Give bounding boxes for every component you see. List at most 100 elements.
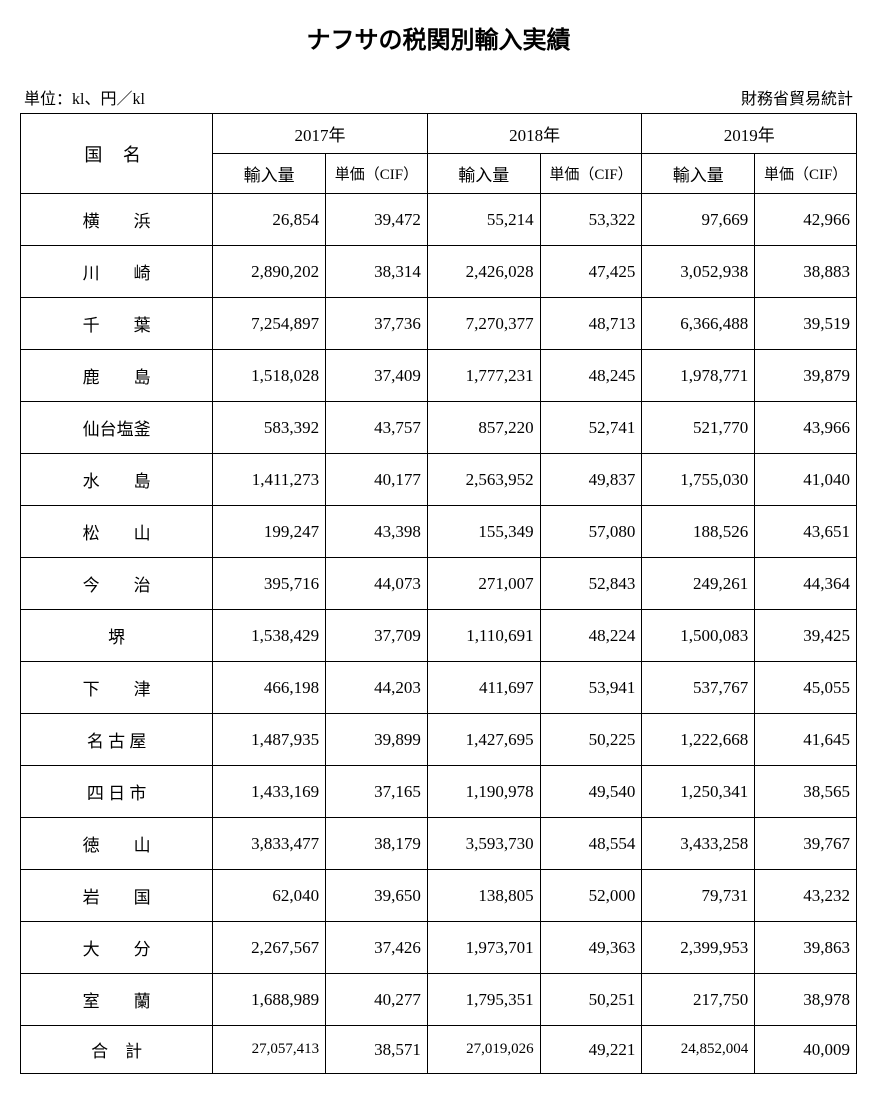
table-row: 四 日 市1,433,16937,1651,190,97849,5401,250… [21,766,857,818]
num-cell: 3,833,477 [213,818,326,870]
num-cell: 47,425 [540,246,642,298]
num-cell: 1,222,668 [642,714,755,766]
num-cell: 38,314 [326,246,428,298]
num-cell: 199,247 [213,506,326,558]
num-cell: 217,750 [642,974,755,1026]
num-cell: 38,978 [755,974,857,1026]
num-cell: 1,110,691 [427,610,540,662]
num-cell: 44,203 [326,662,428,714]
num-cell: 411,697 [427,662,540,714]
num-cell: 39,863 [755,922,857,974]
table-row: 室 蘭1,688,98940,2771,795,35150,251217,750… [21,974,857,1026]
num-cell: 1,795,351 [427,974,540,1026]
num-cell: 3,052,938 [642,246,755,298]
header-row-1: 国 名 2017年 2018年 2019年 [21,114,857,154]
table-row: 徳 山3,833,47738,1793,593,73048,5543,433,2… [21,818,857,870]
country-name: 徳 山 [21,831,212,856]
num-cell: 3,433,258 [642,818,755,870]
num-cell: 97,669 [642,194,755,246]
num-cell: 43,966 [755,402,857,454]
country-name: 名 古 屋 [21,727,212,752]
num-cell: 2,267,567 [213,922,326,974]
num-cell: 49,540 [540,766,642,818]
country-cell: 横 浜 [21,194,213,246]
country-cell: 千 葉 [21,298,213,350]
num-cell: 7,254,897 [213,298,326,350]
num-cell: 50,225 [540,714,642,766]
num-cell: 2,890,202 [213,246,326,298]
num-cell: 44,364 [755,558,857,610]
num-cell: 43,232 [755,870,857,922]
country-cell: 名 古 屋 [21,714,213,766]
table-row: 岩 国62,04039,650138,80552,00079,73143,232 [21,870,857,922]
num-cell: 37,709 [326,610,428,662]
num-cell: 52,000 [540,870,642,922]
num-cell: 155,349 [427,506,540,558]
num-cell: 48,713 [540,298,642,350]
num-cell: 42,966 [755,194,857,246]
country-name: 今 治 [21,571,212,596]
num-cell: 521,770 [642,402,755,454]
table-row: 横 浜26,85439,47255,21453,32297,66942,966 [21,194,857,246]
country-name: 四 日 市 [21,779,212,804]
import-table: 国 名 2017年 2018年 2019年 輸入量 単価（CIF） 輸入量 単価… [20,113,857,1074]
num-cell: 24,852,004 [642,1026,755,1074]
num-cell: 53,941 [540,662,642,714]
header-vol: 輸入量 [642,154,755,194]
num-cell: 49,221 [540,1026,642,1074]
num-cell: 41,040 [755,454,857,506]
num-cell: 38,883 [755,246,857,298]
num-cell: 7,270,377 [427,298,540,350]
num-cell: 3,593,730 [427,818,540,870]
country-cell: 大 分 [21,922,213,974]
country-name: 下 津 [21,675,212,700]
country-cell: 鹿 島 [21,350,213,402]
num-cell: 249,261 [642,558,755,610]
num-cell: 39,767 [755,818,857,870]
country-name: 仙台塩釜 [21,415,212,440]
country-name: 岩 国 [21,883,212,908]
num-cell: 188,526 [642,506,755,558]
num-cell: 49,363 [540,922,642,974]
num-cell: 38,571 [326,1026,428,1074]
num-cell: 39,472 [326,194,428,246]
country-name: 横 浜 [21,207,212,232]
meta-row: 単位：kl、円／kl 財務省貿易統計 [20,85,857,109]
num-cell: 39,425 [755,610,857,662]
num-cell: 49,837 [540,454,642,506]
header-year-2017: 2017年 [213,114,428,154]
table-body: 横 浜26,85439,47255,21453,32297,66942,966川… [21,194,857,1074]
num-cell: 44,073 [326,558,428,610]
num-cell: 1,538,429 [213,610,326,662]
num-cell: 50,251 [540,974,642,1026]
table-row: 鹿 島1,518,02837,4091,777,23148,2451,978,7… [21,350,857,402]
country-name: 大 分 [21,935,212,960]
num-cell: 2,399,953 [642,922,755,974]
num-cell: 1,518,028 [213,350,326,402]
country-cell: 仙台塩釜 [21,402,213,454]
num-cell: 395,716 [213,558,326,610]
num-cell: 466,198 [213,662,326,714]
table-row: 名 古 屋1,487,93539,8991,427,69550,2251,222… [21,714,857,766]
num-cell: 40,177 [326,454,428,506]
num-cell: 1,487,935 [213,714,326,766]
num-cell: 27,019,026 [427,1026,540,1074]
table-row: 川 崎2,890,20238,3142,426,02847,4253,052,9… [21,246,857,298]
num-cell: 45,055 [755,662,857,714]
table-row: 仙台塩釜583,39243,757857,22052,741521,77043,… [21,402,857,454]
country-cell: 徳 山 [21,818,213,870]
country-name: 水 島 [21,467,212,492]
total-row: 合 計27,057,41338,57127,019,02649,22124,85… [21,1026,857,1074]
table-row: 大 分2,267,56737,4261,973,70149,3632,399,9… [21,922,857,974]
num-cell: 583,392 [213,402,326,454]
num-cell: 43,651 [755,506,857,558]
num-cell: 1,688,989 [213,974,326,1026]
country-cell: 川 崎 [21,246,213,298]
num-cell: 52,741 [540,402,642,454]
num-cell: 53,322 [540,194,642,246]
num-cell: 43,398 [326,506,428,558]
header-year-2018: 2018年 [427,114,642,154]
num-cell: 27,057,413 [213,1026,326,1074]
country-cell: 今 治 [21,558,213,610]
country-name: 鹿 島 [21,363,212,388]
